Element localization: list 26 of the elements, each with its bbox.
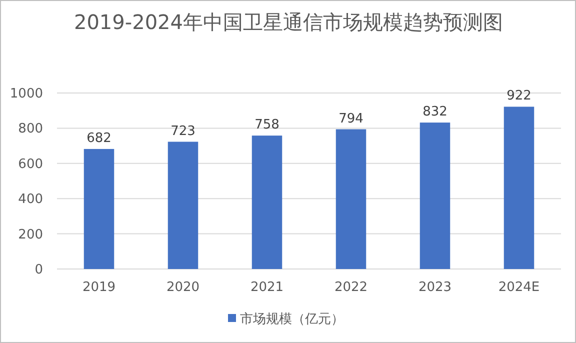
bar xyxy=(252,136,282,269)
y-tick-label: 0 xyxy=(34,262,43,278)
x-tick-label: 2023 xyxy=(418,280,452,295)
bar xyxy=(420,122,450,269)
chart-title: 2019-2024年中国卫星通信市场规模趋势预测图 xyxy=(72,9,504,35)
y-tick-label: 400 xyxy=(18,192,43,208)
x-tick-label: 2024E xyxy=(498,280,540,295)
bar xyxy=(168,142,198,269)
legend: 市场规模（亿元） xyxy=(228,312,344,327)
bar xyxy=(504,106,534,269)
data-label: 758 xyxy=(254,118,280,133)
x-tick-label: 2020 xyxy=(166,280,200,295)
bar xyxy=(84,148,114,269)
y-tick-label: 800 xyxy=(18,122,43,137)
data-label: 832 xyxy=(422,104,448,120)
x-tick-label: 2021 xyxy=(250,280,284,295)
data-label: 682 xyxy=(86,130,112,146)
y-tick-label: 600 xyxy=(18,156,43,172)
data-label: 794 xyxy=(338,111,364,126)
data-label: 922 xyxy=(506,88,532,104)
x-tick-label: 2019 xyxy=(82,280,116,295)
x-tick-label: 2022 xyxy=(334,280,368,295)
bar xyxy=(336,129,366,269)
y-tick-label: 200 xyxy=(18,227,43,242)
data-label: 723 xyxy=(170,124,196,139)
y-tick-label: 1000 xyxy=(10,86,43,102)
